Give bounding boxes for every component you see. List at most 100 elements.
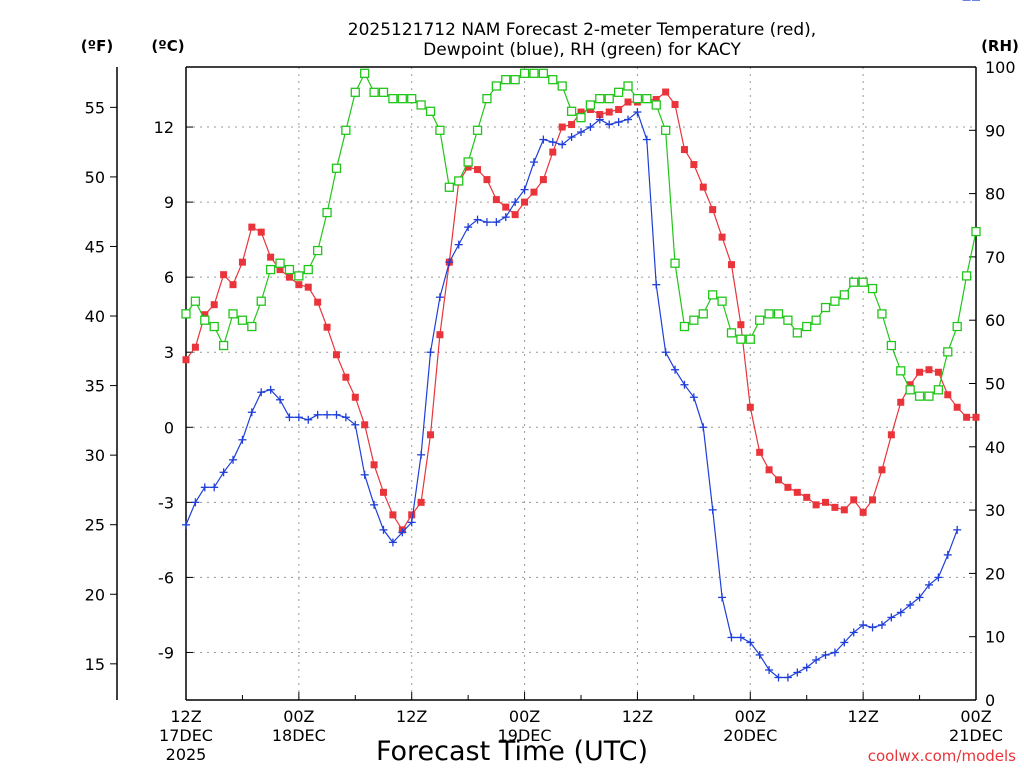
rh-tick-label: 30	[985, 501, 1005, 520]
rh-point	[218, 340, 229, 351]
rh-point	[839, 290, 849, 300]
temperature-point	[427, 431, 435, 439]
temperature-point	[530, 188, 538, 196]
rh-point	[595, 94, 605, 104]
dewpoint-point	[191, 498, 200, 507]
temperature-point	[568, 121, 576, 129]
rh-tick-label: 50	[985, 375, 1005, 394]
temperature-point	[257, 228, 265, 236]
rh-point	[407, 94, 417, 104]
temperature-point	[370, 461, 378, 469]
rh-point	[369, 87, 379, 97]
rh-point	[933, 385, 944, 395]
dewpoint-point	[633, 108, 642, 117]
dewpoint-point	[285, 413, 294, 422]
temperature-point	[417, 498, 425, 506]
rh-point	[943, 347, 953, 357]
grid-lines	[186, 67, 976, 700]
rh-point	[773, 309, 784, 319]
dewpoint-point	[849, 628, 858, 637]
temperature-point	[690, 161, 698, 169]
rh-point	[896, 366, 906, 376]
dewpoint-point	[953, 525, 962, 534]
year-tick-label: 2025	[166, 745, 207, 764]
dewpoint-point	[294, 413, 303, 422]
temperature-point	[709, 206, 717, 214]
rh-point	[961, 271, 972, 281]
fahrenheit-tick-label: 30	[85, 446, 105, 465]
temperature-point	[746, 403, 754, 411]
dewpoint-point	[492, 218, 501, 227]
rh-point	[924, 391, 934, 401]
temperature-point	[718, 233, 726, 241]
rh-tick-label: 40	[985, 438, 1005, 457]
rh-point	[642, 94, 652, 104]
rh-point	[914, 391, 925, 401]
temperature-point	[793, 488, 801, 496]
dewpoint-point	[595, 115, 604, 124]
rh-point	[764, 309, 774, 319]
rh-point	[548, 75, 558, 85]
temperature-point	[850, 496, 858, 504]
rh-point	[811, 315, 821, 325]
dewpoint-point	[830, 648, 839, 657]
dewpoint-point	[840, 638, 849, 647]
temperature-point	[934, 368, 942, 376]
rh-point	[247, 321, 257, 332]
rh-point	[322, 207, 332, 218]
rh-point	[576, 112, 586, 123]
temperature-point	[295, 281, 303, 289]
rh-point	[717, 296, 727, 306]
rh-point	[698, 309, 708, 319]
dewpoint-point	[859, 620, 868, 629]
dewpoint-point	[266, 385, 275, 394]
rh-point	[952, 321, 962, 332]
fahrenheit-unit-label: (ºF)	[81, 37, 113, 55]
date-tick-label: 19DEC	[498, 726, 552, 745]
rh-point	[275, 258, 285, 268]
rh-point	[604, 94, 614, 104]
temperature-point	[238, 258, 246, 266]
rh-point	[397, 94, 407, 104]
rh-point	[736, 334, 746, 344]
dewpoint-point	[464, 223, 473, 232]
rh-point	[755, 315, 765, 325]
rh-point	[689, 315, 699, 325]
dewpoint-point	[877, 620, 886, 629]
dewpoint-point	[915, 593, 924, 602]
temperature-point	[332, 351, 340, 359]
temperature-point	[492, 196, 500, 204]
temperature-point	[182, 356, 190, 364]
dewpoint-point	[351, 420, 360, 429]
dewpoint-point	[454, 240, 463, 249]
rh-point	[463, 157, 473, 167]
chart-title-line2: Dewpoint (blue), RH (green) for KACY	[423, 40, 741, 60]
fahrenheit-tick-label: 25	[85, 516, 105, 535]
dewpoint-point	[360, 470, 369, 479]
temperature-point	[652, 96, 660, 104]
date-tick-label: 20DEC	[723, 726, 777, 745]
rh-point	[867, 283, 878, 294]
rh-tick-label: 70	[985, 248, 1005, 267]
temperature-point	[502, 203, 510, 211]
temperature-point	[549, 148, 557, 156]
rh-point	[378, 87, 389, 97]
time-tick-label: 00Z	[509, 707, 540, 726]
series-dewpoint	[182, 0, 980, 682]
rh-point	[435, 125, 445, 135]
fahrenheit-tick-label: 45	[85, 237, 105, 256]
dewpoint-point	[736, 633, 745, 642]
time-tick-label: 12Z	[622, 707, 653, 726]
dewpoint-point	[887, 613, 896, 622]
rh-point	[830, 296, 840, 306]
temperature-point	[624, 98, 632, 106]
dewpoint-point	[182, 520, 190, 529]
temperature-point	[897, 398, 905, 406]
credit-text: coolwx.com/models	[868, 747, 1016, 765]
dewpoint-point	[718, 593, 727, 602]
rh-point	[905, 385, 915, 395]
temperature-point	[840, 506, 848, 514]
temperature-point	[539, 176, 547, 184]
temperature-point	[521, 198, 529, 206]
dewpoint-point	[548, 138, 557, 147]
